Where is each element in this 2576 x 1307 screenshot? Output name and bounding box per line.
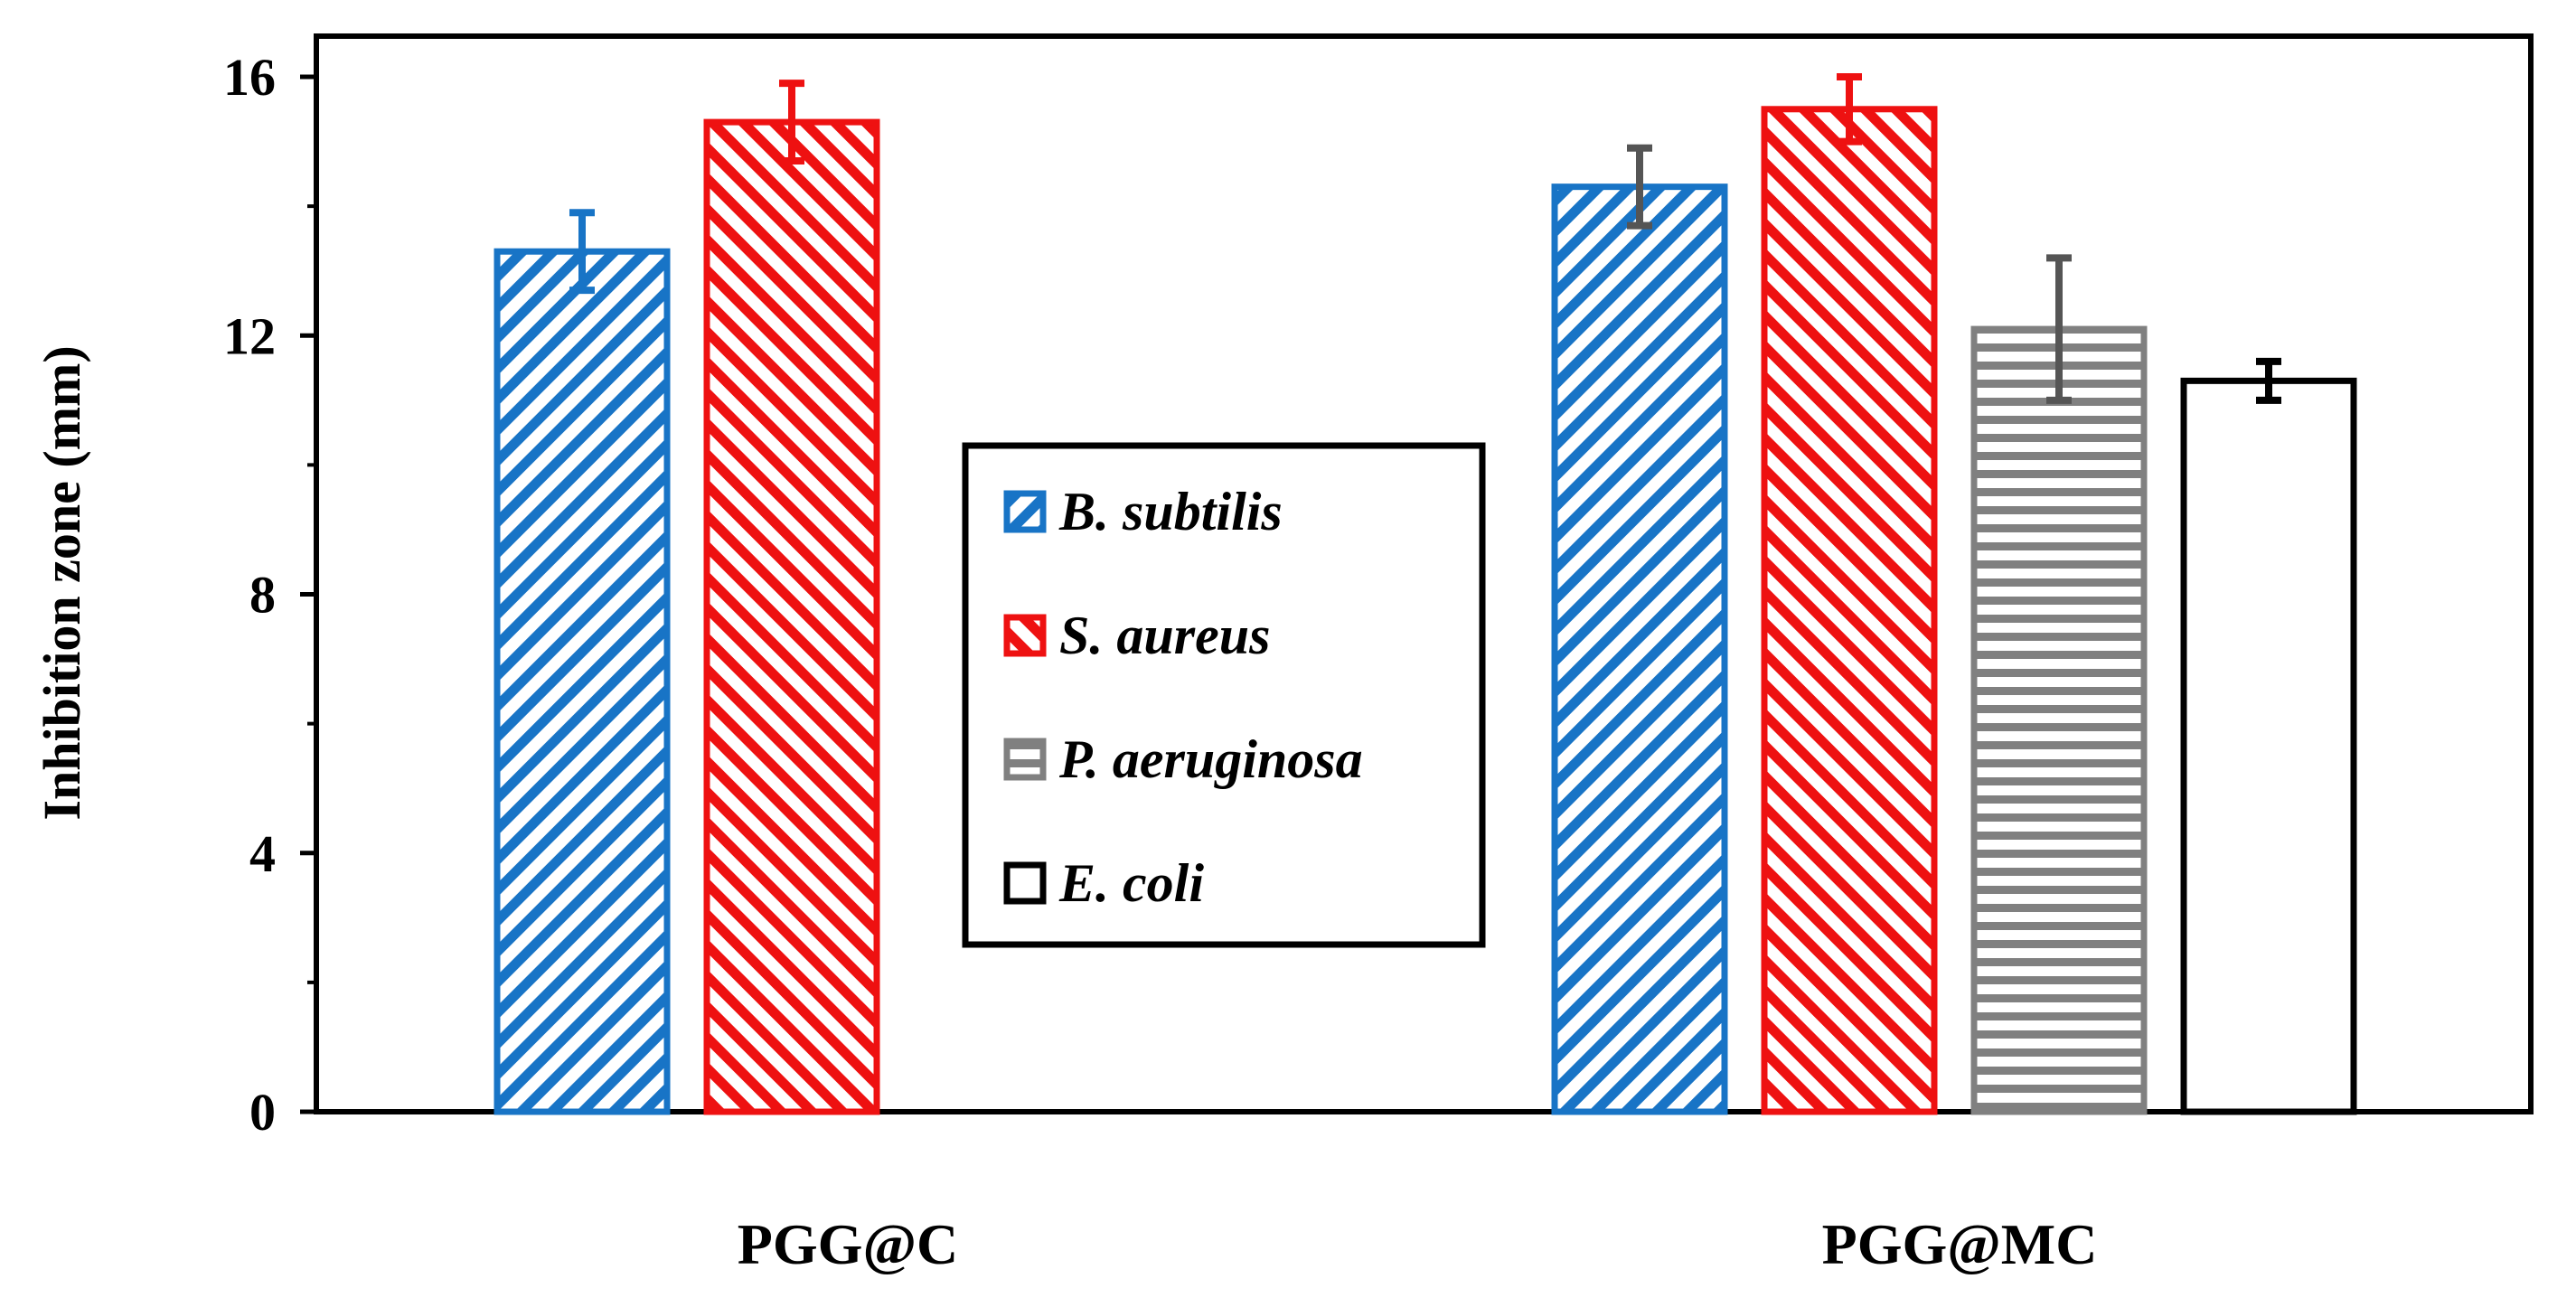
legend-swatch [1003, 614, 1047, 657]
legend-box [962, 442, 1486, 948]
error-bar [779, 80, 804, 165]
bar-pgg-c-s-aureus [703, 118, 880, 1115]
legend-swatch [1003, 738, 1047, 781]
y-tick-label: 8 [249, 566, 276, 625]
legend-swatch [1003, 490, 1047, 533]
y-tick-label: 4 [249, 824, 276, 883]
error-bar [2046, 254, 2072, 404]
x-category-label: PGG@MC [1822, 1212, 2098, 1276]
legend-label: P. aeruginosa [1058, 729, 1363, 789]
bar-pgg-mc-b-subtilis [1551, 183, 1728, 1115]
legend-label: S. aureus [1059, 606, 1270, 665]
legend-swatch [1003, 861, 1047, 905]
y-tick-label: 0 [249, 1083, 276, 1142]
legend-label: E. coli [1058, 853, 1204, 913]
error-bar [569, 209, 595, 295]
bar-pgg-mc-s-aureus [1761, 106, 1938, 1115]
legend-label: B. subtilis [1058, 482, 1283, 541]
plot-area-frame [314, 33, 2534, 1114]
bar-pgg-c-b-subtilis [494, 248, 671, 1115]
y-tick-label: 12 [223, 306, 276, 365]
y-tick-label: 16 [223, 48, 276, 107]
error-bar [1627, 144, 1652, 230]
x-category-label: PGG@C [738, 1212, 958, 1276]
bar-pgg-mc-p-aeruginosa [1970, 325, 2148, 1115]
y-axis-label: Inhibition zone (mm) [33, 345, 91, 820]
error-bar [1837, 73, 1862, 146]
error-bar [2256, 357, 2281, 404]
bar-pgg-mc-e-coli [2180, 377, 2357, 1115]
